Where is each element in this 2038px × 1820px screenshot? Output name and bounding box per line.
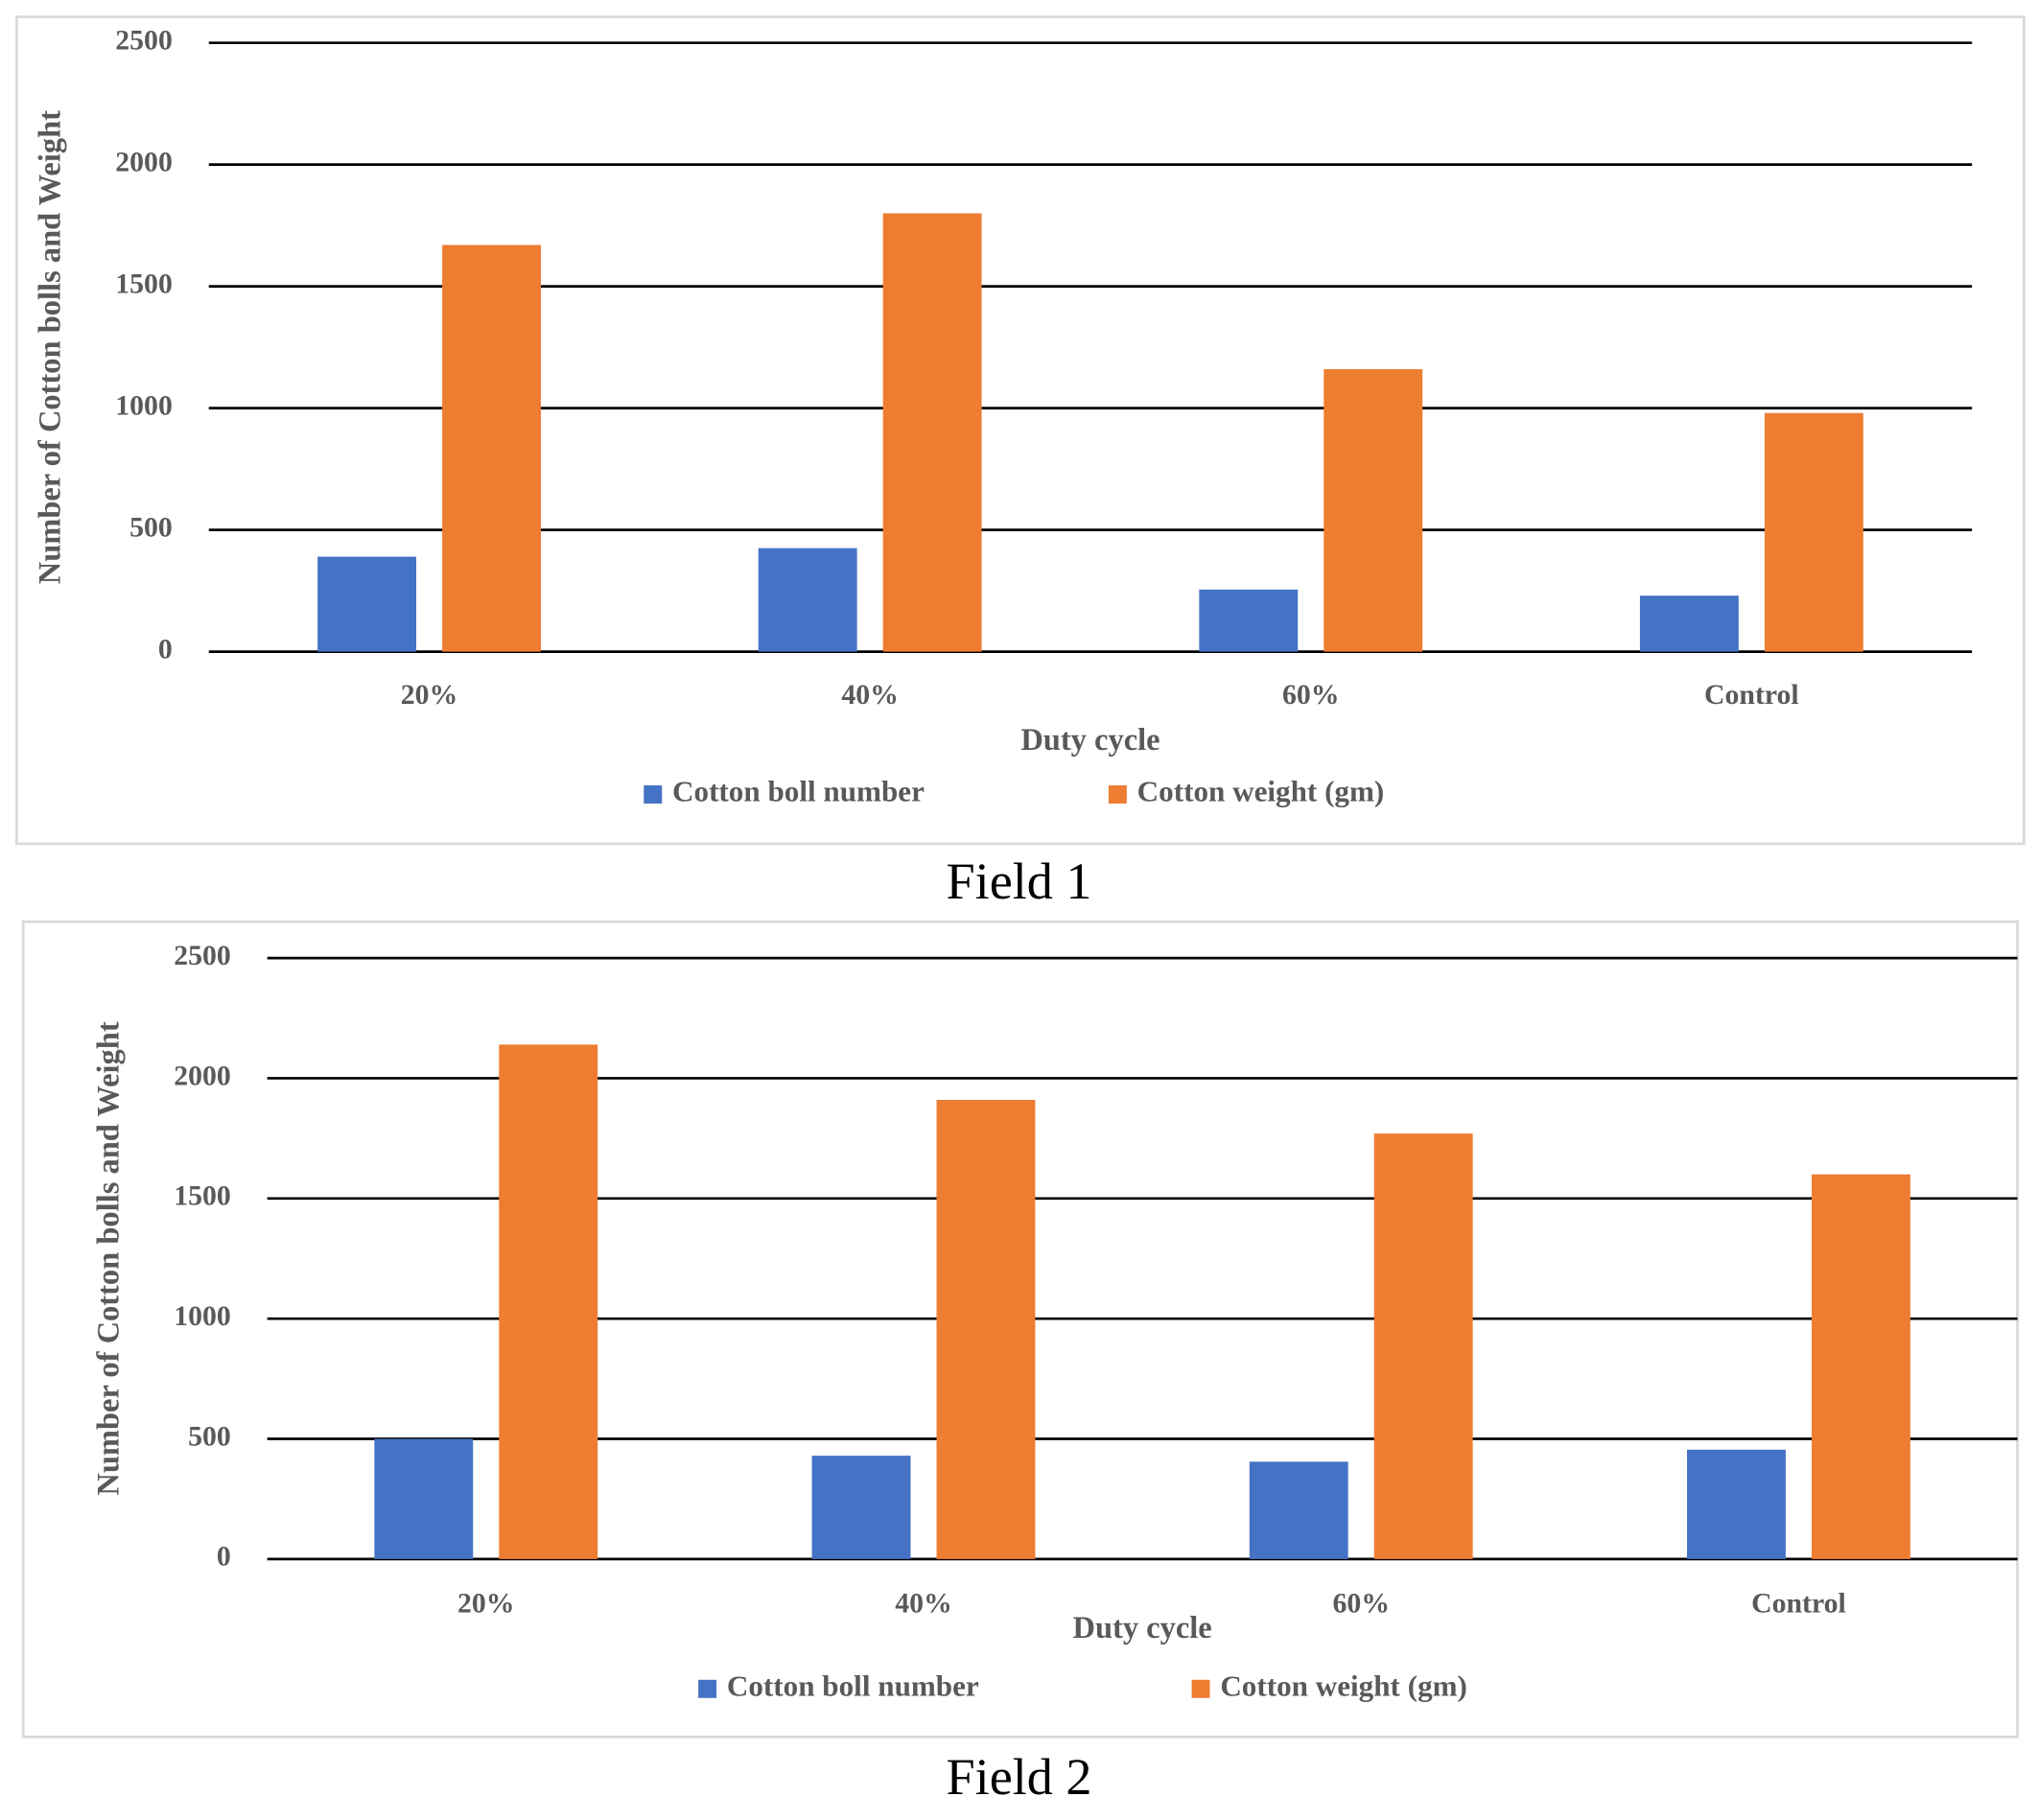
y-tick-label: 500 bbox=[129, 511, 173, 543]
bar bbox=[1373, 1133, 1473, 1559]
y-tick-label: 1500 bbox=[174, 1180, 231, 1212]
bar bbox=[499, 1044, 598, 1559]
y-tick-label: 0 bbox=[158, 633, 173, 665]
figure-caption: Field 1 bbox=[947, 852, 1092, 910]
legend-swatch bbox=[644, 785, 663, 804]
chart-frame bbox=[21, 920, 2019, 1738]
y-axis-title: Number of Cotton bolls and Weight bbox=[92, 1021, 127, 1495]
x-tick-label: Control bbox=[1751, 1587, 1846, 1619]
bar bbox=[442, 245, 541, 652]
y-tick-label: 500 bbox=[188, 1420, 231, 1452]
legend-label: Cotton weight (gm) bbox=[1137, 775, 1385, 808]
figure-caption: Field 2 bbox=[947, 1748, 1092, 1806]
bar bbox=[1324, 368, 1423, 652]
y-tick-label: 2000 bbox=[174, 1060, 231, 1091]
bar bbox=[1764, 412, 1863, 652]
x-axis-title: Duty cycle bbox=[1020, 723, 1160, 758]
y-tick-label: 1500 bbox=[115, 268, 173, 299]
x-tick-label: 20% bbox=[401, 679, 458, 711]
x-tick-label: 40% bbox=[841, 679, 899, 711]
y-tick-label: 1000 bbox=[115, 389, 173, 421]
bar bbox=[811, 1456, 911, 1559]
bar bbox=[882, 213, 982, 652]
bar bbox=[1249, 1461, 1348, 1559]
y-tick-label: 2000 bbox=[115, 146, 173, 177]
y-tick-label: 1000 bbox=[174, 1300, 231, 1332]
y-tick-label: 2500 bbox=[115, 25, 173, 57]
x-tick-label: 40% bbox=[895, 1587, 952, 1619]
bar bbox=[1639, 595, 1739, 652]
legend-label: Cotton boll number bbox=[672, 775, 925, 808]
bar bbox=[936, 1100, 1036, 1559]
bar bbox=[317, 556, 417, 652]
bar bbox=[1687, 1449, 1786, 1559]
x-axis-title: Duty cycle bbox=[1072, 1611, 1211, 1645]
legend-label: Cotton weight (gm) bbox=[1220, 1668, 1467, 1702]
x-tick-label: 20% bbox=[457, 1587, 515, 1619]
bar bbox=[1199, 589, 1299, 652]
bar bbox=[758, 548, 857, 652]
y-tick-label: 0 bbox=[217, 1541, 231, 1573]
y-axis-title: Number of Cotton bolls and Weight bbox=[34, 110, 68, 584]
legend-swatch bbox=[1191, 1679, 1210, 1698]
x-tick-label: Control bbox=[1704, 679, 1799, 711]
y-tick-label: 2500 bbox=[174, 940, 231, 971]
legend-swatch bbox=[698, 1679, 717, 1698]
bar bbox=[1811, 1174, 1910, 1559]
bar bbox=[374, 1438, 474, 1559]
legend-swatch bbox=[1108, 785, 1127, 804]
chart-frame bbox=[15, 15, 2026, 846]
legend-label: Cotton boll number bbox=[727, 1668, 979, 1702]
x-tick-label: 60% bbox=[1332, 1587, 1390, 1619]
x-tick-label: 60% bbox=[1282, 679, 1340, 711]
